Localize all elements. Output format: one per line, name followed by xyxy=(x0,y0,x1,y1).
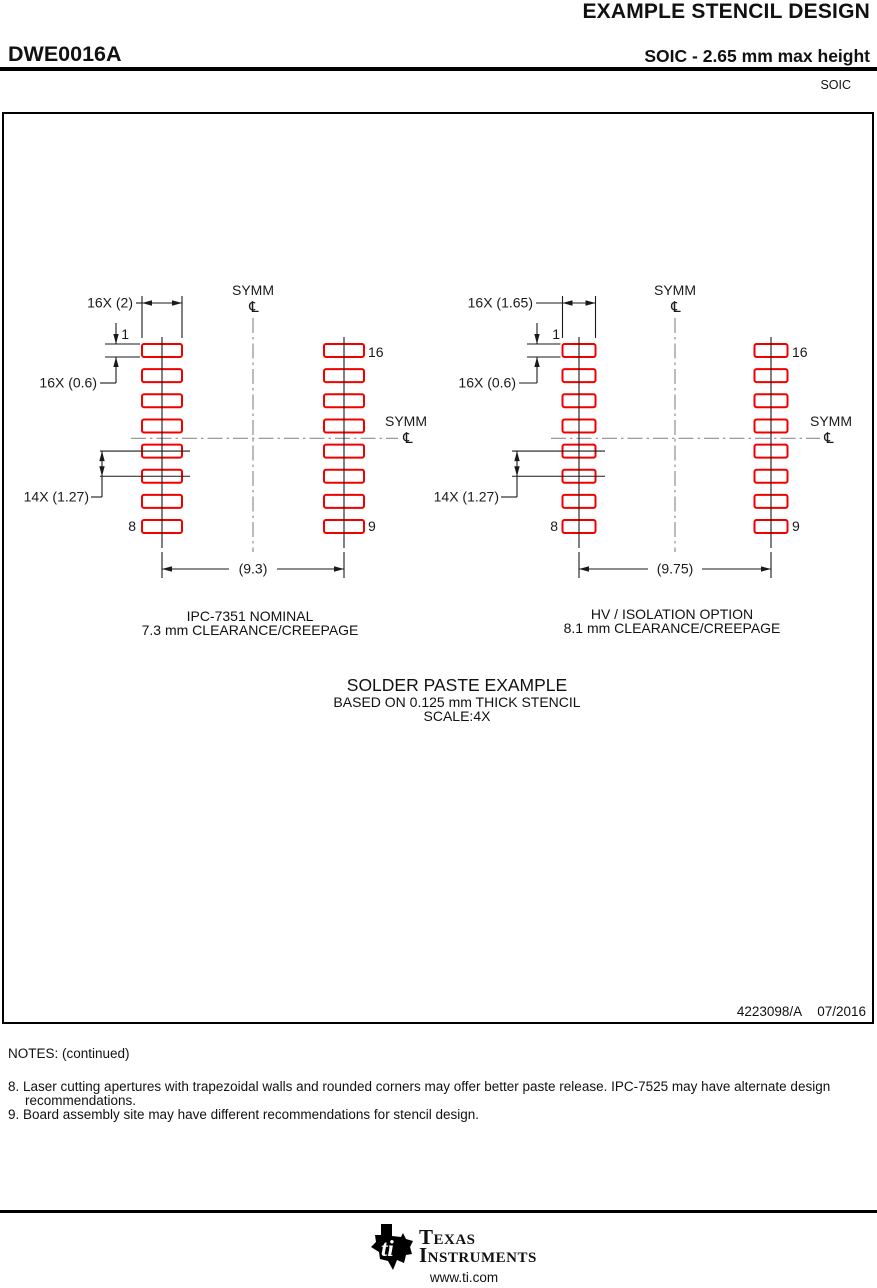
package-label: SOIC xyxy=(820,78,851,92)
ti-logo-icon: ti xyxy=(371,1224,413,1270)
solder-paste-caption: SOLDER PASTE EXAMPLE BASED ON 0.125 mm T… xyxy=(333,676,580,723)
notes-section: NOTES: (continued) 8. Laser cutting aper… xyxy=(8,1047,854,1122)
note-item: 9. Board assembly site may have differen… xyxy=(8,1107,479,1122)
texas-shape xyxy=(371,1224,413,1270)
revision-date: 07/2016 xyxy=(817,1004,866,1019)
ti-monogram: ti xyxy=(381,1236,394,1261)
drawing-number: 4223098/A xyxy=(736,1004,802,1019)
caption-line: SCALE:4X xyxy=(423,707,491,724)
website-url: www.ti.com xyxy=(429,1270,499,1285)
caption-line: IPC-7351 NOMINAL xyxy=(186,608,314,624)
brand-texas: Texas xyxy=(419,1225,476,1249)
caption-title: SOLDER PASTE EXAMPLE xyxy=(346,675,568,695)
caption-line: 8.1 mm CLEARANCE/CREEPAGE xyxy=(563,620,781,637)
notes-heading: NOTES: (continued) xyxy=(8,1046,130,1061)
caption-hv-isolation: HV / ISOLATION OPTION 8.1 mm CLEARANCE/C… xyxy=(563,606,781,637)
caption-line: HV / ISOLATION OPTION xyxy=(590,606,754,622)
caption-line: BASED ON 0.125 mm THICK STENCIL xyxy=(333,693,581,710)
part-number: DWE0016A xyxy=(8,42,122,66)
package-subtitle: SOIC - 2.65 mm max height xyxy=(644,46,870,66)
footer-rule xyxy=(0,1210,877,1213)
doc-number: 4223098/A 07/2016 xyxy=(0,1004,866,1019)
caption-line: 7.3 mm CLEARANCE/CREEPAGE xyxy=(141,622,359,639)
brand-instruments: Instruments xyxy=(419,1243,537,1267)
page-title: EXAMPLE STENCIL DESIGN xyxy=(582,0,870,23)
caption-ipc7351: IPC-7351 NOMINAL 7.3 mm CLEARANCE/CREEPA… xyxy=(141,608,359,639)
drawing-frame xyxy=(2,112,874,1024)
note-item: 8. Laser cutting apertures with trapezoi… xyxy=(8,1079,831,1108)
header-rule xyxy=(0,67,877,71)
